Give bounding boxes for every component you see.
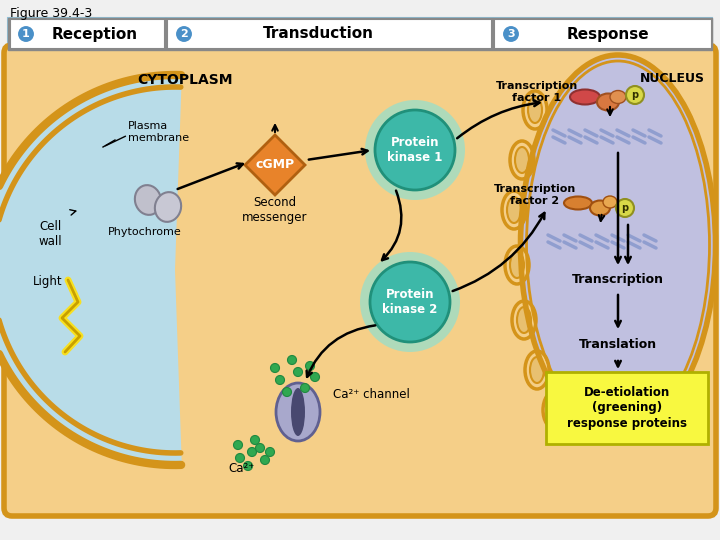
- Circle shape: [370, 262, 450, 342]
- Ellipse shape: [564, 197, 592, 210]
- Ellipse shape: [291, 388, 305, 436]
- Ellipse shape: [517, 307, 531, 333]
- Circle shape: [175, 25, 193, 43]
- Text: Cell
wall: Cell wall: [38, 220, 62, 248]
- Circle shape: [276, 375, 284, 384]
- Text: Light: Light: [33, 275, 63, 288]
- Text: Transcription
factor 2: Transcription factor 2: [494, 184, 576, 206]
- Text: Transduction: Transduction: [263, 26, 374, 42]
- Circle shape: [243, 462, 253, 470]
- Text: De-etiolation
(greening)
response proteins: De-etiolation (greening) response protei…: [567, 387, 687, 429]
- Text: Second
messenger: Second messenger: [242, 196, 307, 224]
- Text: p: p: [621, 203, 629, 213]
- Ellipse shape: [603, 196, 617, 208]
- Text: Translation: Translation: [579, 339, 657, 352]
- Ellipse shape: [530, 357, 544, 383]
- Circle shape: [248, 448, 256, 456]
- Circle shape: [235, 454, 245, 462]
- Ellipse shape: [505, 246, 529, 284]
- Ellipse shape: [510, 141, 534, 179]
- Ellipse shape: [525, 351, 549, 389]
- Text: p: p: [631, 90, 639, 100]
- Text: 1: 1: [22, 29, 30, 39]
- Text: Protein
kinase 1: Protein kinase 1: [387, 136, 443, 164]
- FancyBboxPatch shape: [4, 45, 716, 516]
- Text: Ca²⁺ channel: Ca²⁺ channel: [333, 388, 410, 401]
- Ellipse shape: [523, 91, 547, 129]
- Text: CYTOPLASM: CYTOPLASM: [138, 73, 233, 87]
- Polygon shape: [245, 135, 305, 195]
- Circle shape: [294, 368, 302, 376]
- Text: Protein
kinase 2: Protein kinase 2: [382, 288, 438, 316]
- Text: Response: Response: [567, 26, 649, 42]
- Circle shape: [17, 25, 35, 43]
- Ellipse shape: [590, 200, 610, 215]
- Ellipse shape: [543, 391, 567, 429]
- Ellipse shape: [570, 90, 600, 105]
- Ellipse shape: [597, 93, 619, 111]
- Text: Phytochrome: Phytochrome: [108, 227, 182, 237]
- Ellipse shape: [521, 55, 716, 435]
- FancyBboxPatch shape: [494, 19, 712, 49]
- Ellipse shape: [135, 185, 161, 215]
- Ellipse shape: [515, 147, 529, 173]
- Circle shape: [282, 388, 292, 396]
- Text: 2: 2: [180, 29, 188, 39]
- FancyBboxPatch shape: [10, 19, 165, 49]
- FancyBboxPatch shape: [8, 18, 712, 50]
- Circle shape: [251, 435, 259, 444]
- Ellipse shape: [155, 192, 181, 222]
- Circle shape: [616, 199, 634, 217]
- Text: NUCLEUS: NUCLEUS: [639, 71, 704, 84]
- Ellipse shape: [512, 301, 536, 339]
- Circle shape: [626, 86, 644, 104]
- Circle shape: [502, 25, 520, 43]
- Ellipse shape: [502, 191, 526, 229]
- Circle shape: [375, 110, 455, 190]
- Text: cGMP: cGMP: [256, 159, 294, 172]
- Circle shape: [233, 441, 243, 449]
- Text: Figure 39.4-3: Figure 39.4-3: [10, 7, 92, 20]
- Ellipse shape: [507, 197, 521, 223]
- Text: 3: 3: [507, 29, 515, 39]
- Circle shape: [287, 355, 297, 364]
- Circle shape: [360, 252, 460, 352]
- Ellipse shape: [610, 91, 626, 104]
- FancyBboxPatch shape: [167, 19, 492, 49]
- Ellipse shape: [528, 97, 542, 123]
- Text: Plasma
membrane: Plasma membrane: [128, 121, 189, 143]
- Wedge shape: [0, 75, 182, 465]
- Text: Transcription
factor 1: Transcription factor 1: [496, 81, 578, 103]
- Ellipse shape: [548, 397, 562, 423]
- Ellipse shape: [276, 383, 320, 441]
- Circle shape: [261, 456, 269, 464]
- Circle shape: [365, 100, 465, 200]
- Text: Ca²⁺: Ca²⁺: [229, 462, 255, 475]
- Circle shape: [300, 383, 310, 393]
- FancyBboxPatch shape: [546, 372, 708, 444]
- Circle shape: [256, 443, 264, 453]
- FancyBboxPatch shape: [8, 18, 712, 512]
- Circle shape: [271, 363, 279, 373]
- Circle shape: [310, 373, 320, 381]
- Text: Reception: Reception: [52, 26, 138, 42]
- Text: Transcription: Transcription: [572, 273, 664, 287]
- Ellipse shape: [510, 252, 524, 278]
- Circle shape: [305, 361, 315, 370]
- Circle shape: [266, 448, 274, 456]
